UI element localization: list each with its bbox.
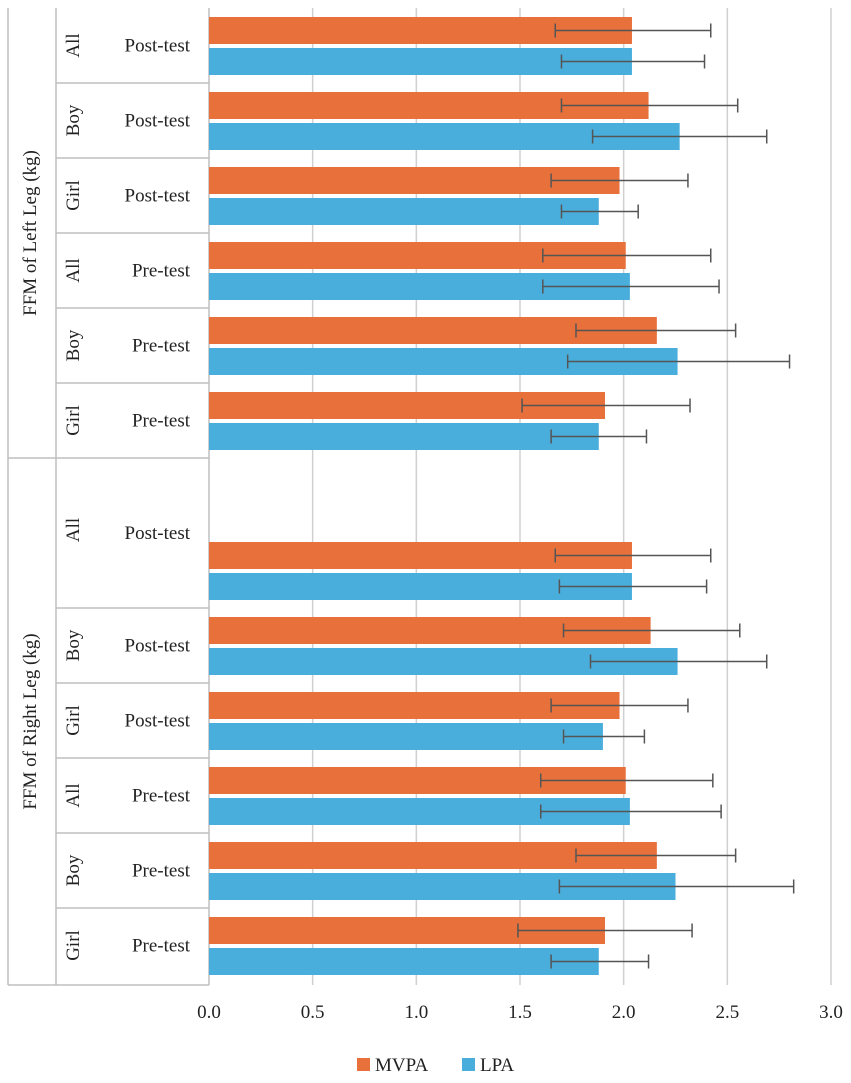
x-tick-label: 2.5 — [715, 1002, 739, 1023]
test-label: Pre-test — [132, 936, 191, 957]
error-bar-lpa — [562, 729, 646, 744]
legend-label-lpa: LPA — [480, 1055, 514, 1076]
test-label: Pre-test — [132, 336, 191, 357]
error-bars — [517, 23, 795, 969]
error-bar-mvpa — [521, 398, 691, 413]
x-axis-ticks: 0.0 0.5 1.0 1.5 2.0 2.5 3.0 — [197, 1002, 843, 1023]
error-bar-mvpa — [562, 623, 741, 638]
bars — [209, 17, 680, 975]
group-label: All — [63, 33, 84, 57]
error-bar-lpa — [539, 804, 722, 819]
x-tick-label: 1.5 — [508, 1002, 532, 1023]
error-bar-lpa — [542, 279, 720, 294]
group-label: Girl — [63, 705, 84, 736]
group-label: Girl — [63, 405, 84, 436]
error-bar-lpa — [550, 429, 648, 444]
test-label: Post-test — [125, 111, 191, 132]
error-bar-lpa — [566, 354, 791, 369]
group-label: Boy — [63, 329, 84, 361]
bar-lpa — [209, 723, 603, 750]
error-bar-mvpa — [517, 923, 693, 938]
error-bar-mvpa — [539, 773, 714, 788]
test-label: Pre-test — [132, 861, 191, 882]
error-bar-mvpa — [550, 173, 689, 188]
bar-lpa — [209, 198, 599, 225]
test-label: Post-test — [125, 523, 191, 544]
legend-swatch-lpa — [462, 1058, 475, 1071]
error-bar-lpa — [558, 879, 795, 894]
error-bar-mvpa — [560, 98, 739, 113]
legend-swatch-mvpa — [357, 1058, 370, 1071]
group-label: Boy — [63, 854, 84, 886]
bar-lpa — [209, 423, 599, 450]
group-label: Boy — [63, 629, 84, 661]
section-axis-title: FFM of Right Leg (kg) — [20, 633, 41, 809]
bar-lpa — [209, 948, 599, 975]
test-label: Pre-test — [132, 411, 191, 432]
group-label: All — [63, 783, 84, 807]
test-label: Post-test — [125, 186, 191, 207]
group-label: Girl — [63, 180, 84, 211]
error-bar-mvpa — [542, 248, 712, 263]
x-tick-label: 0.5 — [301, 1002, 325, 1023]
x-tick-label: 2.0 — [612, 1002, 636, 1023]
legend: MVPA LPA — [357, 1055, 514, 1076]
error-bar-lpa — [560, 204, 639, 219]
error-bar-lpa — [591, 129, 768, 144]
x-tick-label: 0.0 — [197, 1002, 221, 1023]
test-label: Post-test — [125, 36, 191, 57]
error-bar-lpa — [558, 579, 708, 594]
section-axis-title: FFM of Left Leg (kg) — [20, 150, 41, 316]
group-label: Girl — [63, 930, 84, 961]
test-label: Pre-test — [132, 261, 191, 282]
test-label: Pre-test — [132, 786, 191, 807]
error-bar-mvpa — [575, 848, 737, 863]
test-label: Post-test — [125, 636, 191, 657]
group-label: Boy — [63, 104, 84, 136]
error-bar-mvpa — [554, 23, 712, 38]
x-tick-label: 3.0 — [819, 1002, 843, 1023]
category-labels: FFM of Left Leg (kg) All Post-test Boy Post-… — [20, 33, 191, 960]
error-bar-lpa — [550, 954, 650, 969]
gridlines — [311, 8, 832, 985]
error-bar-mvpa — [575, 323, 737, 338]
group-label: All — [63, 518, 84, 542]
x-tick-label: 1.0 — [404, 1002, 428, 1023]
error-bar-mvpa — [554, 548, 712, 563]
group-label: All — [63, 258, 84, 282]
error-bar-mvpa — [550, 698, 689, 713]
error-bar-lpa — [560, 54, 706, 69]
test-label: Post-test — [125, 711, 191, 732]
legend-label-mvpa: MVPA — [375, 1055, 428, 1076]
error-bar-lpa — [589, 654, 768, 669]
